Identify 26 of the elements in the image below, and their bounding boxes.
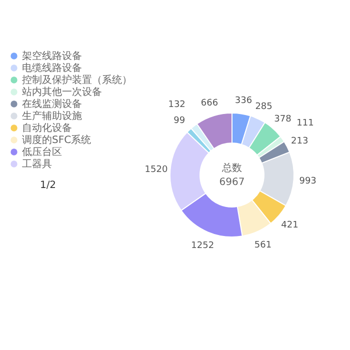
data-label: 1520 [144, 165, 168, 176]
legend-label: 生产辅助设施 [22, 110, 82, 122]
data-label: 666 [200, 98, 218, 108]
text: 1/2 [40, 180, 56, 191]
data-label: 1252 [191, 241, 214, 252]
legend-label: 工器具 [22, 159, 52, 170]
legend-label: 站内其他一次设备 [22, 86, 102, 98]
data-label: 285 [255, 102, 272, 112]
legend-label: 低压台区 [22, 146, 62, 158]
data-label: 378 [274, 114, 292, 124]
text: 6967 [219, 177, 245, 188]
text: 总数 [221, 162, 242, 174]
legend-label: 控制及保护装置（系统） [22, 74, 132, 86]
data-label: 336 [234, 96, 252, 106]
data-label: 421 [281, 220, 298, 230]
legend-label: 自动化设备 [22, 122, 72, 134]
data-label: 213 [291, 136, 308, 146]
legend-label: 在线监测设备 [22, 98, 82, 110]
data-label: 561 [254, 240, 272, 250]
legend-label: 架空线路设备 [22, 50, 82, 62]
data-label: 99 [174, 116, 186, 126]
legend-label: 电缆线路设备 [22, 62, 82, 74]
data-label: 132 [168, 100, 186, 110]
data-label: 111 [296, 118, 314, 129]
data-label: 993 [299, 176, 316, 186]
legend-label: 调度的SFC系统 [22, 134, 92, 146]
